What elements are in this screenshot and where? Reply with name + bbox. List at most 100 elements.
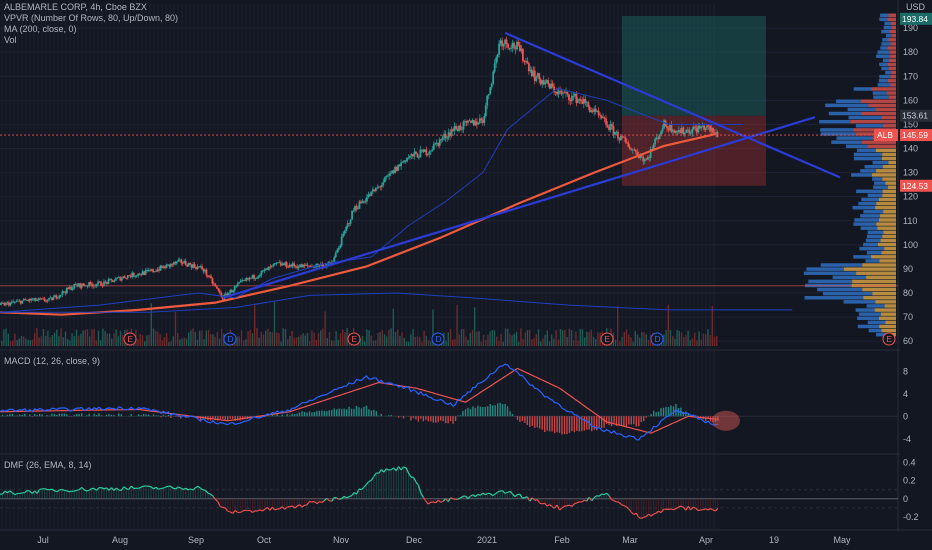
volume-bar [51, 335, 53, 346]
dmf-line-segment [200, 487, 204, 491]
candle-body [16, 300, 19, 302]
macd-histogram-bar [427, 416, 430, 422]
volume-bar [168, 341, 170, 346]
dmf-fill-bar [351, 495, 353, 499]
dmf-line-segment [301, 504, 305, 508]
candle-body [123, 276, 126, 278]
volume-profile-bar-down [890, 21, 896, 26]
macd-histogram-bar [224, 416, 227, 420]
dmf-fill-bar [365, 484, 367, 499]
last-price-tag-bg [900, 129, 932, 142]
macd-histogram-bar [358, 407, 360, 417]
macd-histogram-bar [16, 415, 19, 417]
macd-histogram-bar [355, 405, 358, 417]
volume-bar [531, 339, 533, 346]
volume-bar [487, 334, 489, 346]
dmf-fill-bar [316, 498, 318, 504]
volume-bar [1, 340, 3, 346]
dmf-fill-bar [333, 497, 335, 499]
candle-body [239, 280, 242, 283]
candle-body [109, 279, 111, 280]
volume-profile-bar-down [875, 148, 896, 153]
volume-bar [515, 331, 518, 346]
macd-histogram-bar [608, 416, 610, 425]
dmf-fill-bar [4, 490, 6, 499]
macd-histogram-bar [650, 414, 652, 417]
dmf-fill-bar [489, 493, 491, 499]
candle-body [166, 264, 169, 266]
volume-profile-bar-up [873, 185, 888, 189]
volume-bar [522, 338, 524, 346]
dmf-fill-bar [504, 493, 506, 499]
candle-body [156, 269, 159, 272]
volume-bar [262, 334, 265, 346]
macd-histogram-bar [531, 416, 534, 426]
candle-body [273, 263, 276, 265]
price-tick-label: 160 [903, 95, 918, 105]
candle-body [597, 110, 600, 116]
dmf-fill-bar [118, 489, 120, 499]
macd-histogram-bar [120, 414, 123, 417]
macd-histogram-bar [526, 416, 529, 426]
dmf-fill-bar [39, 489, 41, 499]
dmf-line-segment [197, 485, 201, 489]
candle-body [279, 262, 282, 266]
volume-bar [95, 340, 97, 346]
time-tick-label: Oct [257, 535, 272, 545]
candle-body [144, 270, 147, 275]
dmf-line-segment [279, 506, 283, 510]
candle-body [0, 302, 1, 306]
macd-histogram-bar [281, 414, 283, 417]
candle-body [685, 129, 688, 133]
dmf-fill-bar [123, 486, 125, 499]
position-price-tag-bg [900, 109, 932, 122]
volume-profile-bar-down [882, 177, 896, 181]
volume-bar [295, 337, 298, 346]
dmf-fill-bar [140, 487, 142, 499]
candle-body [545, 80, 548, 83]
candle-body [652, 144, 655, 150]
dmf-fill-bar [672, 498, 674, 510]
candle-body [351, 210, 353, 220]
candle-body [67, 287, 70, 289]
candle-body [83, 285, 86, 287]
volume-bar [152, 328, 155, 346]
dmf-fill-bar [625, 498, 627, 507]
macd-histogram-bar [645, 416, 647, 418]
volume-bar [86, 329, 89, 346]
volume-bar [559, 329, 562, 346]
volume-bar [405, 341, 408, 346]
dmf-line-segment [673, 508, 677, 511]
candle-body [253, 274, 255, 279]
macd-histogram-bar [449, 416, 452, 422]
dmf-line-segment [155, 486, 159, 490]
candle-body [218, 290, 221, 293]
candle-body [657, 137, 659, 140]
macd-histogram-bar [227, 416, 229, 421]
macd-histogram-bar [618, 416, 620, 426]
macd-histogram-bar [63, 413, 66, 417]
candle-body [438, 139, 441, 146]
volume-bar [174, 311, 177, 346]
volume-bar [709, 335, 711, 346]
volume-bar [579, 328, 581, 346]
volume-bar [84, 329, 86, 346]
candle-body [89, 282, 92, 285]
candle-body [456, 128, 459, 131]
dmf-fill-bar [271, 498, 273, 508]
volume-bar [702, 333, 705, 346]
volume-bar [238, 336, 240, 346]
dmf-fill-bar [648, 498, 650, 515]
candle-body [210, 275, 212, 279]
candle-body [232, 290, 235, 293]
dmf-fill-bar [440, 498, 442, 503]
volume-profile-bar-up [878, 79, 888, 83]
candle-body [565, 91, 567, 93]
candle-body [129, 275, 132, 278]
dmf-fill-bar [328, 498, 330, 501]
macd-histogram-bar [338, 408, 340, 417]
candle-body [193, 264, 196, 268]
volume-profile-bar-down [880, 214, 896, 218]
macd-histogram-bar [298, 412, 301, 417]
